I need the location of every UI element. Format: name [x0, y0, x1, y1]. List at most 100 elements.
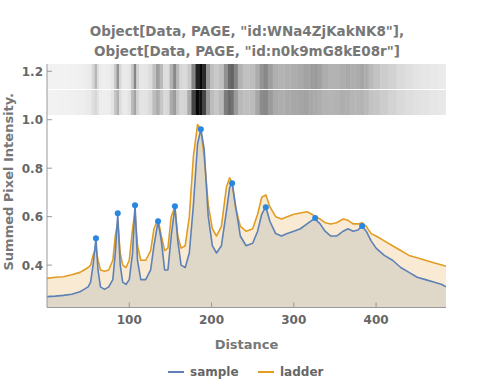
gel-band: [68, 90, 77, 115]
gel-band: [421, 64, 430, 89]
x-tick-label: 200: [199, 313, 224, 327]
gel-band: [156, 64, 160, 89]
gel-band: [143, 64, 148, 89]
gel-band: [291, 64, 298, 89]
gel-band: [413, 64, 422, 89]
gel-band: [249, 90, 255, 115]
gel-band: [128, 64, 132, 89]
gel-band: [99, 64, 103, 89]
gel-band: [369, 90, 374, 115]
gel-band: [334, 64, 340, 89]
gel-band: [195, 64, 199, 89]
gel-band: [346, 90, 351, 115]
y-tick-label: 1.0: [22, 113, 43, 127]
y-tick-label: 1.2: [22, 65, 43, 79]
gel-band: [356, 64, 361, 89]
gel-band: [219, 90, 224, 115]
gel-band: [260, 64, 264, 89]
gel-band: [195, 90, 199, 115]
gel-band: [444, 90, 446, 115]
gel-band: [191, 90, 195, 115]
gel-band: [47, 90, 51, 115]
gel-band: [124, 90, 128, 115]
gel-band: [374, 64, 381, 89]
gel-band: [51, 90, 60, 115]
gel-band: [234, 90, 238, 115]
gel-band: [323, 64, 329, 89]
gel-band: [279, 64, 285, 89]
gel-band: [202, 64, 206, 89]
gel-band: [119, 64, 122, 89]
gel-band: [413, 90, 422, 115]
gel-band: [255, 64, 260, 89]
gel-band: [405, 64, 414, 89]
x-tick-label: 100: [117, 313, 142, 327]
gel-band: [131, 90, 134, 115]
gel-band: [76, 64, 82, 89]
gel-band: [139, 90, 143, 115]
gel-band: [92, 90, 95, 115]
gel-band: [388, 90, 397, 115]
legend-swatch: [258, 371, 274, 373]
gel-band: [309, 90, 313, 115]
gel-band: [214, 90, 219, 115]
gel-band: [351, 64, 356, 89]
gel-band: [173, 64, 177, 89]
gel-band: [210, 64, 214, 89]
gel-band: [214, 64, 219, 89]
peak-marker: [229, 180, 235, 186]
gel-lane: [47, 64, 446, 89]
y-axis: [47, 64, 48, 308]
gel-band: [152, 90, 156, 115]
gel-band: [103, 90, 107, 115]
gel-band: [89, 64, 92, 89]
gel-band: [438, 64, 444, 89]
gel-band: [291, 90, 298, 115]
legend-label: ladder: [280, 365, 324, 379]
gel-band: [279, 90, 285, 115]
gel-band: [119, 90, 122, 115]
gel-band: [284, 64, 290, 89]
gel-band: [380, 90, 389, 115]
gel-band: [206, 64, 210, 89]
gel-band: [128, 90, 132, 115]
x-axis-label: Distance: [215, 337, 279, 352]
gel-band: [114, 90, 117, 115]
gel-band: [309, 64, 313, 89]
gel-band: [183, 90, 187, 115]
peak-marker: [132, 202, 138, 208]
gel-band: [134, 64, 137, 89]
gel-band: [264, 90, 268, 115]
gel-band: [187, 64, 191, 89]
peak-marker: [312, 215, 318, 221]
gel-band: [314, 90, 318, 115]
gel-band: [92, 64, 95, 89]
gel-band: [238, 64, 244, 89]
gel-band: [234, 64, 238, 89]
chart: Object[Data, PAGE, "id:WNa4ZjKakNK8"], Ob…: [0, 0, 500, 387]
gel-band: [268, 90, 273, 115]
gel-band: [199, 90, 203, 115]
gel-band: [136, 90, 139, 115]
gel-band: [163, 90, 167, 115]
gel-band: [97, 64, 100, 89]
gel-band: [369, 64, 374, 89]
title: Object[Data, PAGE, "id:WNa4ZjKakNK8"],: [90, 23, 404, 39]
x-axis: [47, 307, 446, 308]
gel-band: [273, 90, 279, 115]
gel-band: [397, 90, 406, 115]
gel-band: [304, 90, 310, 115]
gel-band: [47, 64, 51, 89]
gel-band: [160, 64, 164, 89]
gel-band: [114, 64, 117, 89]
gel-band: [238, 90, 244, 115]
title: Object[Data, PAGE, "id:n0k9mG8kE08r"]: [94, 43, 400, 59]
gel-band: [328, 90, 334, 115]
y-tick: [47, 119, 52, 120]
gel-band: [444, 64, 446, 89]
gel-band: [405, 90, 414, 115]
gel-band: [68, 64, 77, 89]
y-tick-label: 0.8: [22, 162, 43, 176]
gel-band: [191, 64, 195, 89]
gel-band: [284, 90, 290, 115]
